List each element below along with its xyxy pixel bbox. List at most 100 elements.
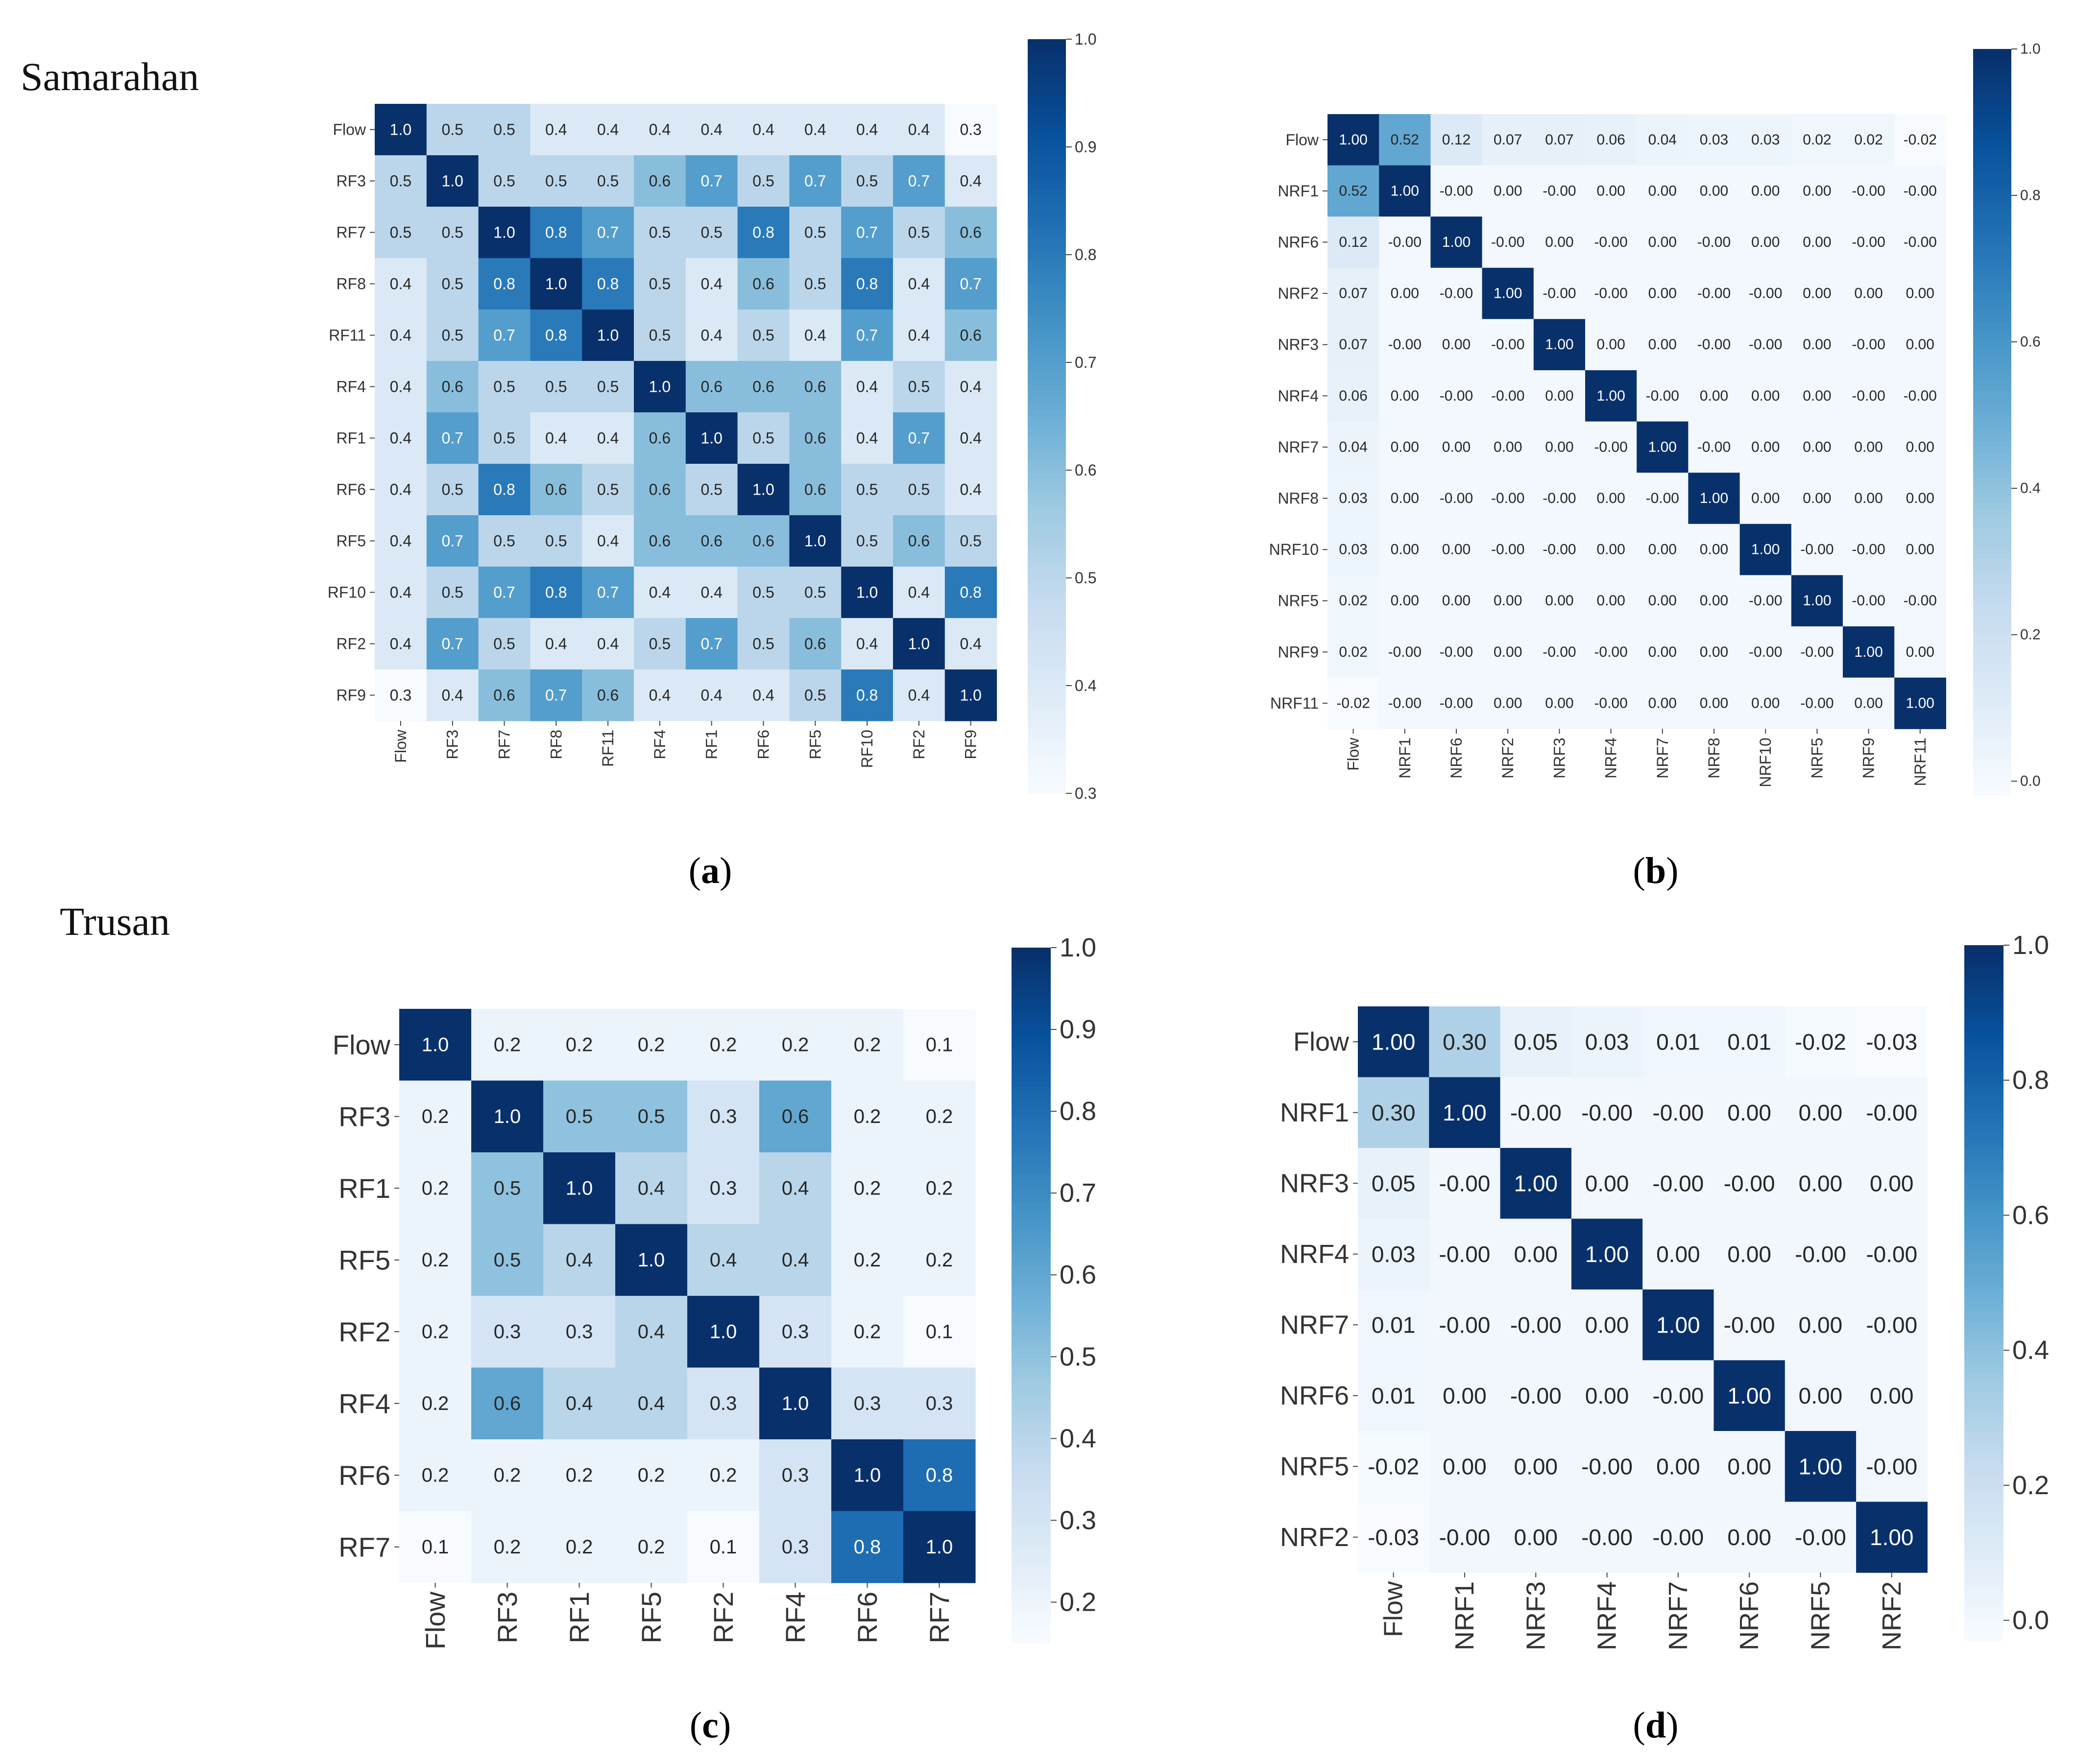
cell-value-label: 0.00	[1906, 336, 1934, 353]
colorbar-segment	[1012, 1162, 1051, 1168]
heatmap-cell	[426, 669, 479, 721]
cell-value-label: 0.7	[856, 224, 878, 241]
colorbar-segment	[1964, 1478, 2003, 1485]
heatmap-cell	[687, 1511, 760, 1583]
heatmap-cell	[1791, 524, 1843, 575]
y-tick-label: NRF4	[1278, 387, 1319, 405]
cell-value-label: -0.00	[1652, 1100, 1704, 1125]
colorbar-segment	[1964, 1629, 2003, 1636]
colorbar-segment	[1012, 1405, 1051, 1412]
colorbar-segment	[1028, 448, 1066, 454]
heatmap-cell	[375, 310, 427, 361]
cell-value-label: 0.7	[597, 584, 619, 601]
heatmap-cell	[944, 412, 997, 464]
colorbar-segment	[1012, 1139, 1051, 1145]
cell-value-label: 0.52	[1391, 132, 1419, 148]
heatmap-cell	[582, 618, 634, 670]
colorbar-segment	[1012, 1446, 1051, 1453]
heatmap-cell	[1430, 575, 1483, 627]
colorbar-segment	[1973, 354, 2011, 361]
cell-value-label: 0.7	[493, 327, 515, 344]
colorbar-segment	[1012, 1411, 1051, 1418]
cell-value-label: -0.00	[1697, 336, 1731, 353]
heatmap-cell	[1713, 1148, 1785, 1219]
heatmap-cell	[737, 310, 790, 361]
cell-value-label: -0.00	[1749, 336, 1782, 353]
heatmap-cell	[831, 1080, 904, 1153]
heatmap-cell	[582, 258, 634, 310]
heatmap-cell	[530, 412, 582, 464]
cell-value-label: 1.0	[638, 1249, 665, 1271]
colorbar-segment	[1028, 290, 1066, 298]
cell-value-label: 0.00	[1854, 695, 1882, 711]
heatmap-cell	[399, 1367, 472, 1440]
colorbar-segment	[1028, 466, 1066, 474]
heatmap-cell	[1379, 473, 1431, 524]
heatmap-cell	[634, 361, 686, 413]
cell-value-label: 0.4	[804, 121, 826, 139]
cell-value-label: 0.2	[638, 1034, 665, 1055]
heatmap-cell	[737, 207, 790, 259]
colorbar-segment	[1012, 1556, 1051, 1563]
heatmap-cell	[1688, 319, 1740, 371]
cell-value-label: 0.6	[649, 172, 671, 190]
cell-value-label: 0.5	[597, 378, 619, 396]
heatmap-cell	[1533, 575, 1586, 627]
colorbar-segment	[1028, 655, 1066, 662]
colorbar-segment	[1012, 1196, 1051, 1203]
heatmap-cell	[1739, 216, 1792, 268]
cell-value-label: 0.6	[752, 532, 774, 550]
colorbar-segment	[1964, 1044, 2003, 1050]
colorbar-segment	[1012, 1550, 1051, 1557]
cell-value-label: 0.00	[1648, 286, 1677, 302]
heatmap-cell	[789, 515, 842, 567]
colorbar-segment	[1964, 1101, 2003, 1108]
heatmap-cell	[1688, 267, 1740, 319]
cell-value-label: 0.3	[710, 1106, 737, 1127]
cell-value-label: 0.2	[638, 1536, 665, 1558]
heatmap-cell	[530, 515, 582, 567]
cell-value-label: 0.00	[1854, 439, 1882, 455]
colorbar-segment	[1964, 1073, 2003, 1079]
heatmap-cell	[944, 618, 997, 670]
heatmap-cell	[1642, 1360, 1714, 1431]
heatmap-cell	[1688, 524, 1740, 575]
heatmap-cell	[471, 1367, 544, 1440]
heatmap-cell	[789, 258, 842, 310]
cell-value-label: 0.00	[1514, 1525, 1558, 1550]
heatmap-cell	[1379, 524, 1431, 575]
colorbar-segment	[1973, 634, 2011, 641]
cell-value-label: 0.2	[854, 1249, 881, 1271]
cell-value-label: 0.00	[1751, 695, 1780, 711]
cell-value-label: -0.00	[1795, 1525, 1846, 1550]
heatmap-cell	[1571, 1148, 1643, 1219]
heatmap-cell	[1500, 1289, 1572, 1361]
heatmap-cell	[1843, 319, 1895, 371]
heatmap-cell	[1642, 1502, 1714, 1573]
colorbar-segment	[1973, 241, 2011, 249]
cell-value-label: 0.00	[1494, 695, 1522, 711]
colorbar-segment	[1028, 221, 1066, 228]
cell-value-label: 0.00	[1799, 1383, 1843, 1408]
heatmap-cell	[1379, 319, 1431, 371]
colorbar-segment	[1012, 1046, 1051, 1052]
heatmap-cell	[1430, 421, 1483, 473]
cell-value-label: 1.00	[1596, 388, 1625, 404]
colorbar-segment	[1012, 1202, 1051, 1209]
cell-value-label: 1.00	[1870, 1525, 1914, 1550]
colorbar-tick-label: 0.9	[1075, 138, 1096, 156]
cell-value-label: 1.00	[1751, 542, 1780, 558]
colorbar-segment	[1012, 1023, 1051, 1029]
colorbar-segment	[1964, 1420, 2003, 1427]
cell-value-label: -0.00	[1491, 490, 1524, 506]
y-tick-label: RF7	[337, 224, 366, 241]
cell-value-label: 0.03	[1585, 1029, 1629, 1054]
colorbar-segment	[1028, 271, 1066, 279]
heatmap-cell	[685, 310, 738, 361]
colorbar-tick-label: 0.6	[1060, 1260, 1096, 1289]
x-tick-label: RF11	[599, 730, 617, 767]
cell-value-label: -0.00	[1866, 1100, 1917, 1125]
heatmap-cell	[634, 567, 686, 619]
colorbar-tick-label: 0.4	[1060, 1424, 1096, 1453]
cell-value-label: 0.4	[960, 635, 981, 653]
